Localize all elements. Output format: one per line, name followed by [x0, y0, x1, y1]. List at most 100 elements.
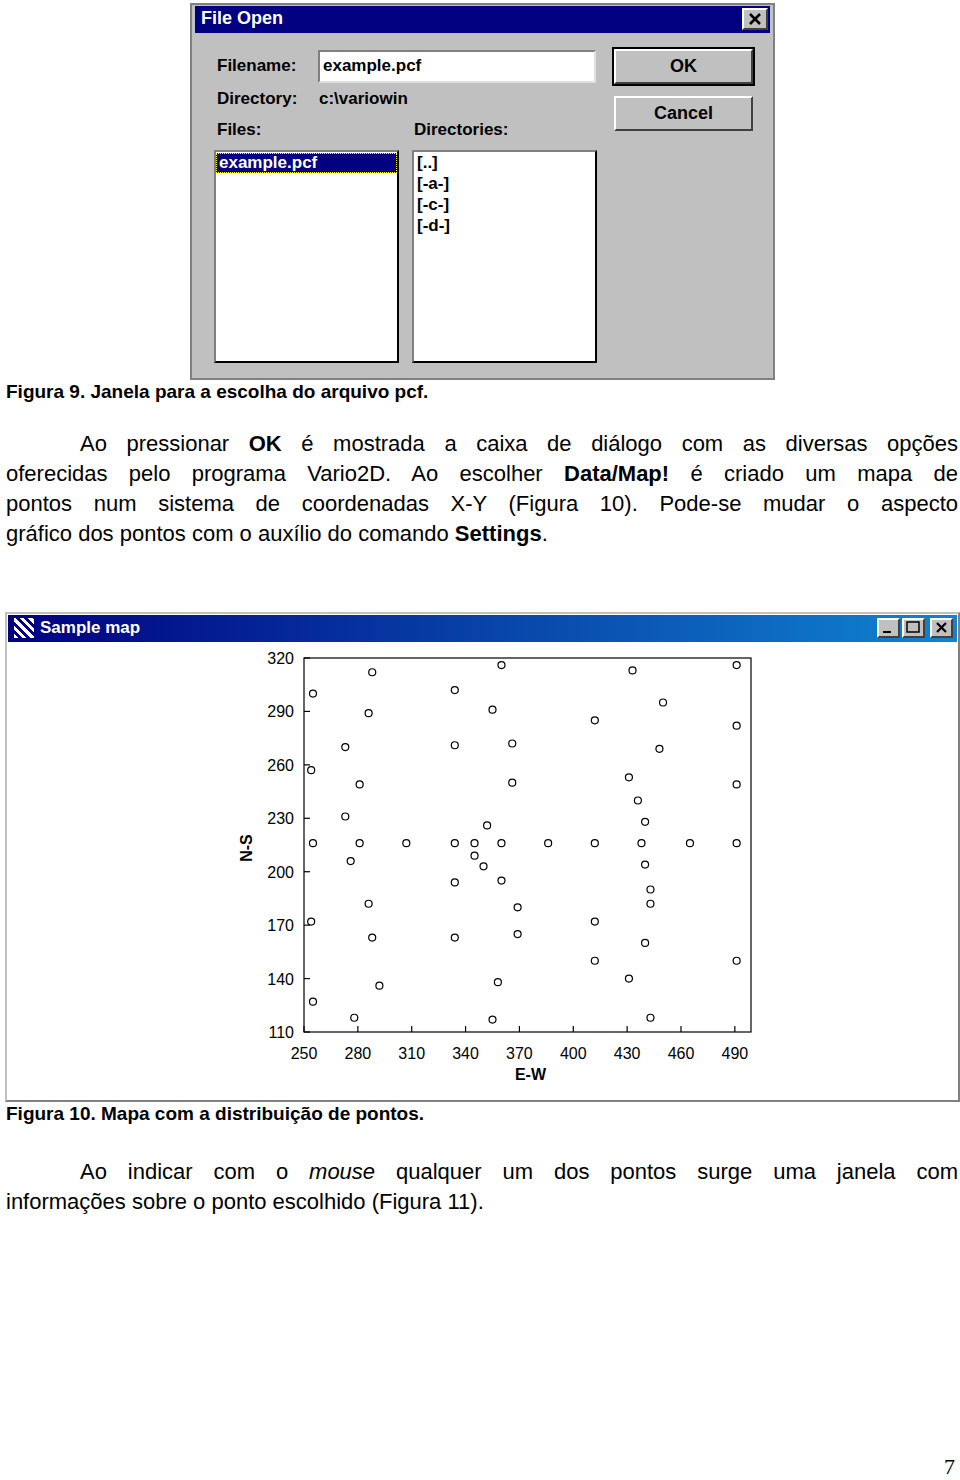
dialog-close-button[interactable] — [742, 8, 768, 30]
point — [647, 1014, 654, 1021]
point — [642, 861, 649, 868]
window-title: Sample map — [40, 618, 140, 638]
paragraph2-line: Ao indicar com o mouse qualquer um dos p… — [6, 1157, 958, 1187]
cancel-button-label: Cancel — [654, 103, 713, 124]
x-tick-label: 460 — [668, 1045, 695, 1062]
plot-frame — [304, 658, 751, 1032]
file-item[interactable]: example.pcf — [216, 153, 397, 173]
point — [308, 767, 315, 774]
window-icon — [14, 618, 34, 638]
point — [509, 779, 516, 786]
point — [634, 797, 641, 804]
maximize-glyph — [907, 622, 919, 632]
y-tick-label: 260 — [267, 757, 294, 774]
x-tick-label: 490 — [721, 1045, 748, 1062]
x-tick — [734, 1026, 735, 1032]
x-tick — [573, 1026, 574, 1032]
paragraph1-line: Ao pressionar OK é mostrada a caixa de d… — [6, 429, 958, 459]
point — [369, 934, 376, 941]
text-run: Ao indicar com o — [80, 1159, 309, 1184]
window-minimize-button[interactable] — [877, 618, 900, 638]
point — [309, 690, 316, 697]
x-tick-label: 400 — [560, 1045, 587, 1062]
x-tick-label: 340 — [452, 1045, 479, 1062]
point — [471, 840, 478, 847]
point — [351, 1014, 358, 1021]
point — [471, 852, 478, 859]
point — [625, 774, 632, 781]
directories-label: Directories: — [414, 120, 508, 140]
text-run: é criado um mapa de — [669, 461, 958, 486]
y-tick — [304, 1031, 310, 1032]
point — [509, 740, 516, 747]
ok-button[interactable]: OK — [614, 49, 753, 84]
point — [545, 840, 552, 847]
point — [309, 840, 316, 847]
point — [660, 699, 667, 706]
point — [591, 717, 598, 724]
text-run: . — [542, 521, 548, 546]
point — [638, 840, 645, 847]
point — [498, 877, 505, 884]
text-run: Data/Map! — [564, 461, 669, 486]
x-tick — [519, 1026, 520, 1032]
page-number: 7 — [944, 1454, 955, 1480]
point — [309, 998, 316, 1005]
paragraph2-line: informações sobre o ponto escolhido (Fig… — [6, 1187, 958, 1217]
text-run: informações sobre o ponto escolhido (Fig… — [6, 1189, 484, 1214]
x-tick — [303, 1026, 304, 1032]
close-glyph — [750, 14, 760, 24]
point — [489, 706, 496, 713]
x-tick-label: 280 — [345, 1045, 372, 1062]
y-tick-label: 140 — [267, 971, 294, 988]
y-tick — [304, 978, 310, 979]
point — [733, 722, 740, 729]
paragraph1-line: oferecidas pelo programa Vario2D. Ao esc… — [6, 459, 958, 489]
y-tick-label: 170 — [267, 917, 294, 934]
point — [733, 957, 740, 964]
window-close-button[interactable] — [930, 618, 953, 638]
point — [403, 840, 410, 847]
figure10-caption: Figura 10. Mapa com a distribuição de po… — [6, 1103, 424, 1125]
point — [376, 982, 383, 989]
point — [625, 975, 632, 982]
directory-item[interactable]: [..] — [414, 153, 595, 173]
x-axis-label: E-W — [515, 1066, 547, 1083]
window-title-bar — [8, 615, 957, 642]
point — [733, 662, 740, 669]
window-maximize-button[interactable] — [902, 618, 925, 638]
close-icon — [744, 10, 766, 28]
points — [308, 662, 740, 1023]
point — [686, 840, 693, 847]
text-run: qualquer um dos pontos surge uma janela … — [375, 1159, 958, 1184]
sample-map-window — [5, 612, 960, 1102]
directory-item-text: [-c-] — [417, 195, 449, 215]
dialog-title: File Open — [201, 8, 283, 29]
filename-input[interactable]: example.pcf — [318, 50, 596, 83]
point — [342, 813, 349, 820]
point — [347, 858, 354, 865]
directory-item-text: [..] — [417, 153, 438, 173]
cancel-button[interactable]: Cancel — [614, 96, 753, 131]
text-run: pontos num sistema de coordenadas X-Y (F… — [6, 491, 958, 516]
point — [647, 900, 654, 907]
files-label: Files: — [217, 120, 261, 140]
directory-item[interactable]: [-a-] — [414, 174, 595, 194]
y-tick — [304, 818, 310, 819]
text-run: é mostrada a caixa de diálogo com as div… — [282, 431, 958, 456]
text-run: Settings — [455, 521, 542, 546]
directory-item[interactable]: [-c-] — [414, 195, 595, 215]
maximize-icon — [904, 620, 923, 636]
point — [642, 939, 649, 946]
directories-list: [..][-a-][-c-][-d-] — [412, 150, 597, 363]
directory-item[interactable]: [-d-] — [414, 216, 595, 236]
minimize-glyph — [883, 631, 891, 633]
point — [591, 840, 598, 847]
point — [591, 918, 598, 925]
point — [514, 904, 521, 911]
y-tick — [304, 871, 310, 872]
file-item-text: example.pcf — [219, 153, 317, 173]
y-tick — [304, 657, 310, 658]
point — [733, 781, 740, 788]
y-tick-label: 110 — [268, 1024, 294, 1041]
